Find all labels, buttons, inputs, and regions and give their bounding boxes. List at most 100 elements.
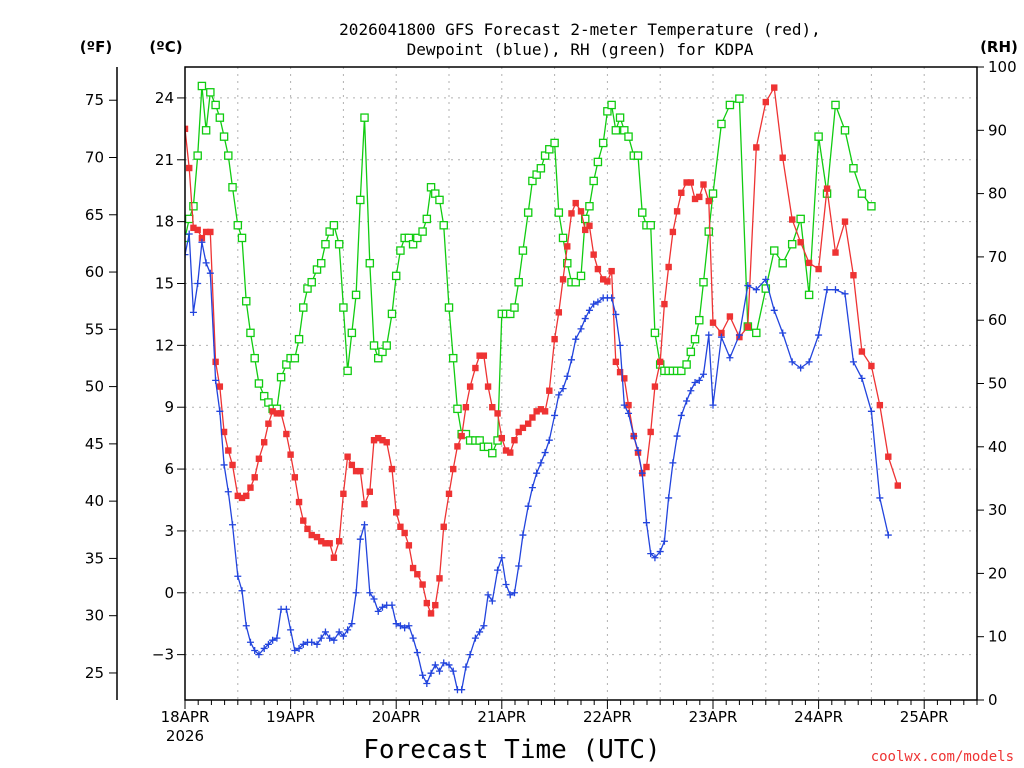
rh-point: [254, 379, 264, 388]
x-tick-label: 21APR: [477, 708, 526, 726]
dewpoint-point: [352, 589, 360, 597]
temperature-point: [577, 208, 585, 215]
temperature-point: [234, 492, 241, 500]
temperature-point: [401, 529, 408, 537]
dewpoint-point: [541, 449, 549, 457]
dewpoint-point: [823, 286, 831, 294]
temperature-point: [651, 383, 659, 390]
rh-point: [360, 113, 369, 122]
celsius-tick-label: 3: [164, 522, 174, 540]
dewpoint-point: [401, 624, 409, 632]
dewpoint-point: [594, 298, 602, 306]
rh-point: [589, 176, 598, 186]
temperature-point: [868, 362, 875, 370]
temperature-point: [220, 428, 228, 436]
temperature-point: [313, 533, 321, 541]
dewpoint-point: [449, 667, 457, 675]
temperature-point: [489, 404, 496, 411]
rh-point: [343, 366, 352, 376]
temperature-point: [621, 375, 628, 382]
temperature-point: [251, 474, 258, 481]
dewpoint-point: [413, 649, 421, 657]
fahrenheit-tick-label: 75: [85, 91, 104, 109]
x-axis-label: Forecast Time (UTC): [363, 735, 660, 765]
dewpoint-point: [396, 622, 404, 630]
dewpoint-point: [220, 461, 228, 469]
temperature-point: [414, 571, 421, 578]
rh-point: [228, 183, 237, 192]
dewpoint-point: [705, 331, 713, 339]
temperature-point: [582, 226, 589, 234]
rh-point: [197, 81, 207, 91]
dewpoint-point: [563, 372, 571, 380]
rh-point: [316, 258, 326, 268]
rh-series: [185, 81, 876, 458]
rh-point: [518, 246, 528, 255]
temperature-point: [507, 449, 514, 456]
dewpoint-point: [735, 331, 743, 339]
dewpoint-point: [246, 638, 254, 646]
fahrenheit-tick-label: 65: [85, 206, 104, 224]
rh-point: [690, 334, 700, 344]
x-tick-label: 19APR: [266, 708, 315, 726]
temperature-point: [555, 309, 563, 316]
dewpoint-point: [533, 469, 541, 477]
temperature-point: [657, 358, 664, 366]
dewpoint-point: [673, 432, 681, 440]
celsius-unit-label: (ºC): [149, 38, 182, 56]
dewpoint-point: [683, 397, 691, 405]
dewpoint-point: [510, 589, 518, 597]
temperature-point: [454, 443, 461, 450]
celsius-tick-label: 21: [155, 151, 174, 169]
temperature-point: [202, 228, 210, 236]
rh-point: [237, 233, 247, 243]
dewpoint-point: [366, 589, 374, 597]
temperature-point: [551, 335, 558, 343]
dewpoint-point: [884, 531, 892, 539]
temperature-point: [330, 554, 338, 561]
temperature-point: [370, 437, 378, 444]
dewpoint-point: [502, 581, 510, 589]
dewpoint-point: [528, 484, 536, 492]
rh-tick-label: 20: [988, 564, 1007, 582]
rh-point: [831, 100, 840, 110]
rh-point: [840, 126, 850, 135]
temperature-point: [265, 420, 272, 427]
temperature-point: [753, 144, 760, 151]
dewpoint-point: [634, 447, 642, 455]
temperature-point: [462, 404, 470, 411]
dewpoint-point: [551, 411, 559, 419]
dewpoint-point: [234, 572, 242, 580]
temperature-point: [480, 352, 488, 359]
rh-point: [201, 126, 211, 135]
dewpoint-point: [616, 341, 624, 349]
temperature-point: [476, 352, 483, 359]
dewpoint-point: [458, 686, 466, 694]
rh-point: [752, 328, 761, 338]
rh-point: [185, 214, 194, 224]
temperature-point: [797, 239, 804, 246]
dewpoint-point: [585, 306, 593, 314]
dewpoint-point: [238, 587, 246, 595]
temperature-point: [409, 564, 417, 572]
dewpoint-point: [264, 640, 272, 648]
rh-point: [369, 341, 379, 350]
rh-point: [387, 309, 397, 319]
rh-point: [536, 164, 546, 173]
fahrenheit-tick-label: 30: [85, 607, 104, 625]
dewpoint-point: [876, 494, 884, 502]
temperature-point: [186, 164, 193, 172]
dewpoint-point: [797, 364, 805, 372]
dewpoint-point: [423, 680, 431, 688]
temperature-point: [709, 319, 717, 326]
temperature-point: [207, 228, 214, 236]
dewpoint-point: [392, 620, 400, 628]
rh-point: [365, 258, 375, 268]
dewpoint-point: [669, 459, 677, 467]
dewpoint-point: [555, 391, 563, 399]
temperature-point: [594, 265, 602, 273]
rh-point: [299, 303, 308, 312]
temperature-point: [198, 234, 206, 242]
dewpoint-point: [427, 669, 435, 677]
dewpoint-point: [695, 376, 703, 384]
